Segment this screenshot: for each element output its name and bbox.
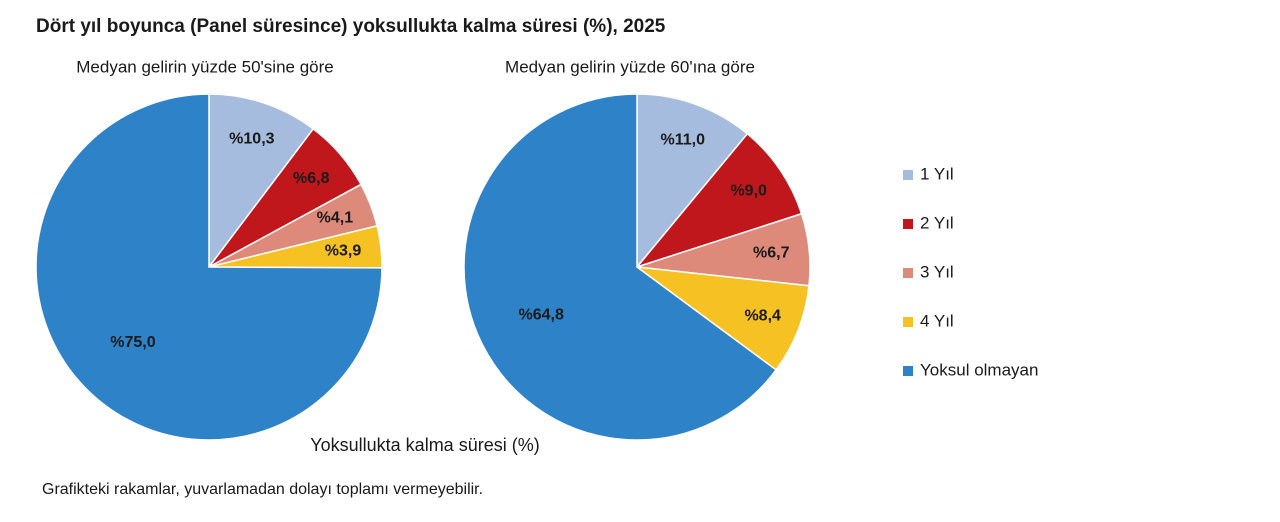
value-label: %3,9: [325, 242, 362, 259]
pie-subtitle: Medyan gelirin yüzde 60'ına göre: [505, 57, 755, 76]
value-label: %9,0: [730, 182, 767, 199]
legend-label: 4 Yıl: [920, 311, 954, 330]
legend-swatch: [903, 317, 913, 327]
pie-slice: [35, 93, 383, 441]
legend-label: 3 Yıl: [920, 262, 954, 281]
pie-slice: [208, 93, 315, 270]
value-label: %11,0: [661, 131, 706, 148]
legend-label: 2 Yıl: [920, 213, 954, 232]
legend-swatch: [903, 219, 913, 229]
axis-label: Yoksullukta kalma süresi (%): [310, 435, 539, 455]
pie-slice: [463, 93, 778, 441]
pie-slice: [636, 93, 749, 270]
value-label: %10,3: [229, 130, 274, 147]
chart-title: Dört yıl boyunca (Panel süresince) yoksu…: [36, 16, 666, 37]
legend-swatch: [903, 366, 913, 376]
legend-swatch: [903, 268, 913, 278]
value-label: %75,0: [110, 334, 155, 351]
value-label: %4,1: [317, 210, 354, 227]
pie-subtitle: Medyan gelirin yüzde 50'sine göre: [76, 57, 333, 76]
pie-slice: [634, 132, 803, 269]
value-label: %64,8: [519, 307, 564, 324]
value-label: %8,4: [744, 307, 781, 324]
legend-label: 1 Yıl: [920, 164, 954, 183]
value-label: %6,8: [293, 170, 330, 187]
legend-label: Yoksul olmayan: [920, 360, 1038, 379]
legend-swatch: [903, 170, 913, 180]
value-label: %6,7: [753, 244, 790, 261]
pie-slice: [634, 265, 810, 371]
footnote: Grafikteki rakamlar, yuvarlamadan dolayı…: [42, 481, 483, 498]
